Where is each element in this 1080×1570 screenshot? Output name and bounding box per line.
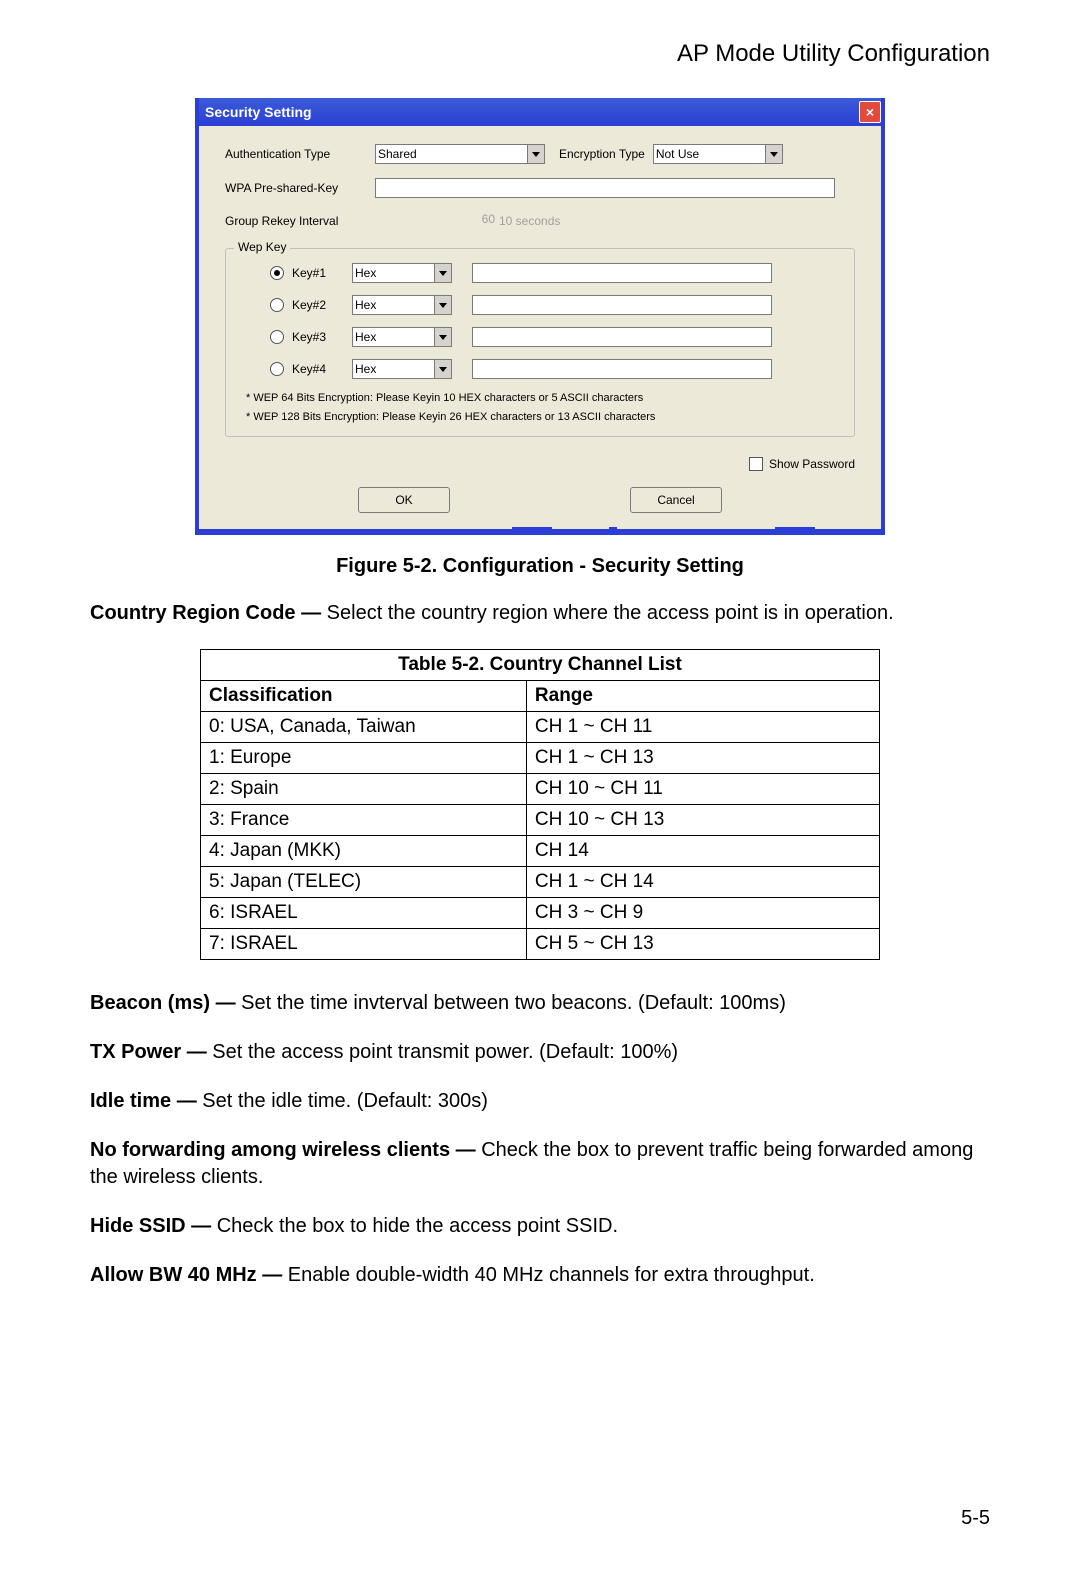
wep-key2-format[interactable]: Hex — [352, 295, 452, 315]
enc-type-select[interactable]: Not Use — [653, 144, 783, 164]
wep-note-2: * WEP 128 Bits Encryption: Please Keyin … — [246, 410, 834, 425]
table-header-range: Range — [526, 680, 879, 711]
allowbw-paragraph: Allow BW 40 MHz — Enable double-width 40… — [90, 1262, 990, 1289]
hidessid-paragraph: Hide SSID — Check the box to hide the ac… — [90, 1213, 990, 1240]
figure-caption: Figure 5-2. Configuration - Security Set… — [90, 555, 990, 578]
chevron-down-icon — [527, 145, 544, 163]
wep-key2-radio[interactable] — [270, 298, 284, 312]
wep-key4-input[interactable] — [472, 359, 772, 379]
chevron-down-icon — [434, 264, 451, 282]
wep-key3-input[interactable] — [472, 327, 772, 347]
wep-key3-radio[interactable] — [270, 330, 284, 344]
wpa-key-input[interactable] — [375, 178, 835, 198]
chevron-down-icon — [765, 145, 782, 163]
dialog-titlebar: Security Setting × — [195, 98, 885, 126]
wep-key1-input[interactable] — [472, 263, 772, 283]
table-row: 7: ISRAELCH 5 ~ CH 13 — [201, 928, 880, 959]
rekey-unit: 10 seconds — [499, 214, 560, 228]
page-header: AP Mode Utility Configuration — [90, 40, 990, 68]
wep-key1-radio[interactable] — [270, 266, 284, 280]
auth-type-label: Authentication Type — [225, 147, 375, 161]
ok-button[interactable]: OK — [358, 487, 450, 513]
wep-key2-input[interactable] — [472, 295, 772, 315]
table-row: 1: EuropeCH 1 ~ CH 13 — [201, 742, 880, 773]
chevron-down-icon — [434, 360, 451, 378]
auth-type-value: Shared — [378, 147, 417, 161]
country-region-text: Select the country region where the acce… — [321, 602, 894, 624]
wep-note-1: * WEP 64 Bits Encryption: Please Keyin 1… — [246, 391, 834, 406]
wep-key4-radio[interactable] — [270, 362, 284, 376]
cancel-button[interactable]: Cancel — [630, 487, 722, 513]
wep-key4-format[interactable]: Hex — [352, 359, 452, 379]
table-row: 3: FranceCH 10 ~ CH 13 — [201, 804, 880, 835]
rekey-value: 60 — [435, 212, 495, 230]
wep-key1-format[interactable]: Hex — [352, 263, 452, 283]
idletime-paragraph: Idle time — Set the idle time. (Default:… — [90, 1088, 990, 1115]
auth-type-select[interactable]: Shared — [375, 144, 545, 164]
table-row: 4: Japan (MKK)CH 14 — [201, 835, 880, 866]
table-row: 2: SpainCH 10 ~ CH 11 — [201, 773, 880, 804]
show-password-checkbox[interactable] — [749, 457, 763, 471]
chevron-down-icon — [434, 296, 451, 314]
country-region-paragraph: Country Region Code — Select the country… — [90, 600, 990, 627]
rekey-label: Group Rekey Interval — [225, 214, 375, 228]
dialog-title: Security Setting — [205, 104, 312, 120]
enc-type-value: Not Use — [656, 147, 699, 161]
wep-key-group: Wep Key Key#1 Hex Key#2 Hex — [225, 248, 855, 437]
country-channel-table: Table 5-2. Country Channel List Classifi… — [200, 649, 880, 960]
chevron-down-icon — [434, 328, 451, 346]
page-number: 5-5 — [961, 1507, 990, 1530]
table-row: 0: USA, Canada, TaiwanCH 1 ~ CH 11 — [201, 711, 880, 742]
wep-key3-format[interactable]: Hex — [352, 327, 452, 347]
table-row: 6: ISRAELCH 3 ~ CH 9 — [201, 897, 880, 928]
security-setting-dialog: Security Setting × Authentication Type S… — [195, 98, 885, 535]
wep-key4-label: Key#4 — [292, 362, 352, 376]
table-row: 5: Japan (TELEC)CH 1 ~ CH 14 — [201, 866, 880, 897]
country-region-bold: Country Region Code — — [90, 602, 321, 624]
table-caption: Table 5-2. Country Channel List — [200, 649, 880, 680]
wep-key3-label: Key#3 — [292, 330, 352, 344]
close-icon[interactable]: × — [859, 101, 881, 123]
wep-key2-label: Key#2 — [292, 298, 352, 312]
wep-key1-label: Key#1 — [292, 266, 352, 280]
show-password-label: Show Password — [769, 457, 855, 471]
wep-legend: Wep Key — [234, 240, 290, 254]
noforward-paragraph: No forwarding among wireless clients — C… — [90, 1137, 990, 1191]
table-header-classification: Classification — [201, 680, 527, 711]
txpower-paragraph: TX Power — Set the access point transmit… — [90, 1039, 990, 1066]
enc-type-label: Encryption Type — [559, 147, 645, 161]
wpa-key-label: WPA Pre-shared-Key — [225, 181, 375, 195]
beacon-paragraph: Beacon (ms) — Set the time invterval bet… — [90, 990, 990, 1017]
